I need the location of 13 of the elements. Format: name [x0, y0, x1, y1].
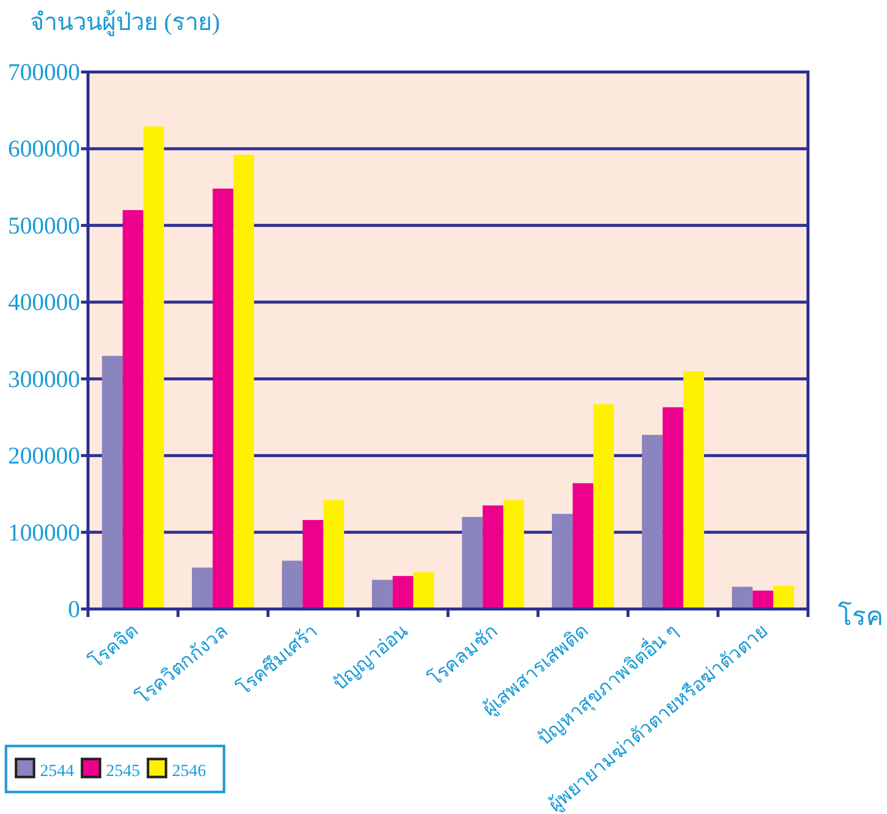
y-tick-label: 100000 [8, 520, 80, 546]
y-tick-label: 600000 [8, 136, 80, 163]
legend-label: 2545 [106, 761, 140, 780]
x-axis-title: โรค [838, 602, 883, 631]
y-tick-label: 400000 [8, 290, 80, 316]
legend-label: 2546 [172, 761, 206, 780]
y-axis-title: จำนวนผู้ป่วย (ราย) [30, 10, 220, 36]
legend-label: 2544 [40, 761, 74, 780]
y-tick-label: 200000 [8, 444, 80, 470]
y-tick-label: 700000 [8, 60, 80, 86]
y-tick-label: 300000 [8, 366, 80, 393]
y-tick-label: 500000 [8, 213, 80, 240]
y-tick-label: 0 [68, 597, 80, 623]
